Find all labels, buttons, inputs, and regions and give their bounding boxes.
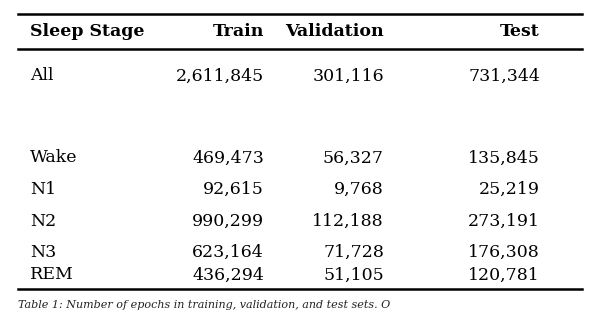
Text: N3: N3 xyxy=(30,244,56,261)
Text: REM: REM xyxy=(30,266,74,283)
Text: 71,728: 71,728 xyxy=(323,244,384,261)
Text: N2: N2 xyxy=(30,213,56,230)
Text: 25,219: 25,219 xyxy=(479,181,540,198)
Text: Test: Test xyxy=(500,23,540,40)
Text: Train: Train xyxy=(212,23,264,40)
Text: 56,327: 56,327 xyxy=(323,149,384,167)
Text: Sleep Stage: Sleep Stage xyxy=(30,23,145,40)
Text: 120,781: 120,781 xyxy=(468,266,540,283)
Text: 9,768: 9,768 xyxy=(334,181,384,198)
Text: 176,308: 176,308 xyxy=(468,244,540,261)
Text: 623,164: 623,164 xyxy=(192,244,264,261)
Text: N1: N1 xyxy=(30,181,56,198)
Text: Validation: Validation xyxy=(286,23,384,40)
Text: 273,191: 273,191 xyxy=(468,213,540,230)
Text: Table 1: Number of epochs in training, validation, and test sets. O: Table 1: Number of epochs in training, v… xyxy=(18,300,390,310)
Text: 469,473: 469,473 xyxy=(192,149,264,167)
Text: 112,188: 112,188 xyxy=(313,213,384,230)
Text: 436,294: 436,294 xyxy=(192,266,264,283)
Text: 2,611,845: 2,611,845 xyxy=(176,67,264,84)
Text: All: All xyxy=(30,67,53,84)
Text: Wake: Wake xyxy=(30,149,77,167)
Text: 990,299: 990,299 xyxy=(192,213,264,230)
Text: 92,615: 92,615 xyxy=(203,181,264,198)
Text: 731,344: 731,344 xyxy=(468,67,540,84)
Text: 135,845: 135,845 xyxy=(468,149,540,167)
Text: 301,116: 301,116 xyxy=(313,67,384,84)
Text: 51,105: 51,105 xyxy=(323,266,384,283)
